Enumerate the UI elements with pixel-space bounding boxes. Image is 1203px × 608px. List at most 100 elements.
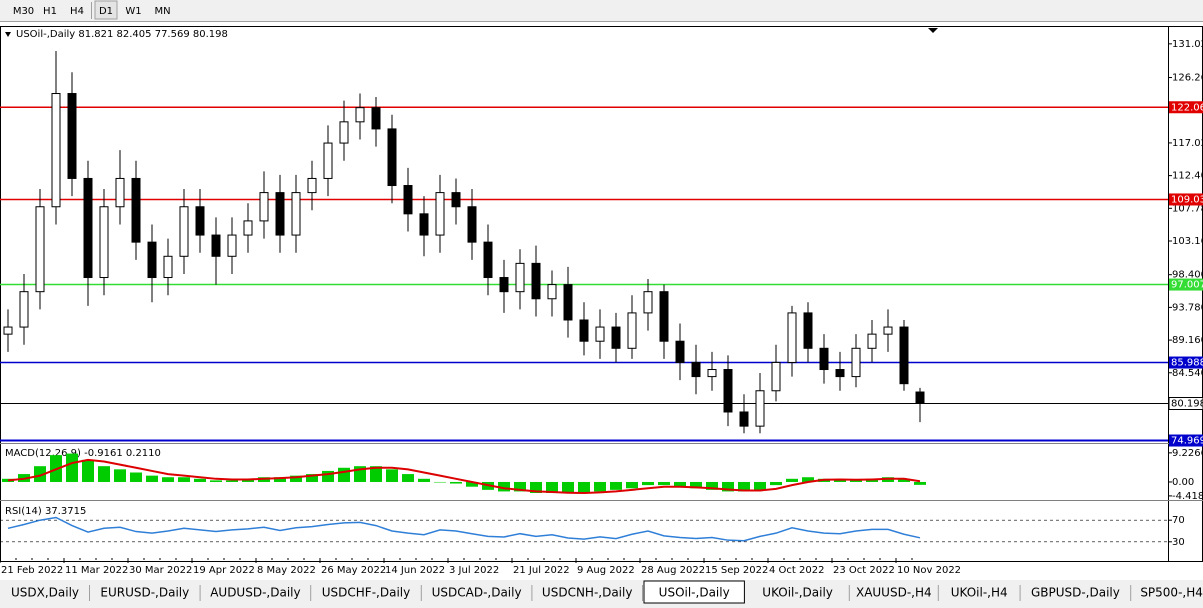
y-tick-label: 70 [1172,515,1185,526]
tab[interactable]: USDCAD-,Daily [422,583,533,602]
button-label[interactable]: W1 [125,6,141,17]
candle-body [627,312,637,349]
tab-label[interactable]: SP500-,H4 [1140,586,1203,600]
y-tick-label: 9.2266 [1172,448,1203,459]
tab-label[interactable]: GBPUSD-,Daily [1031,586,1120,600]
tab-label[interactable]: AUDUSD-,Daily [210,586,300,600]
tab-frame[interactable] [1132,583,1203,602]
y-tick-label: 117.020 [1172,138,1203,149]
timeframe-button[interactable]: H4 [64,1,90,19]
candle-body [3,326,13,335]
y-tick-label: 126.260 [1172,73,1203,84]
tab-frame[interactable] [643,580,745,604]
candle-body [275,192,285,236]
button-frame[interactable] [94,0,118,20]
x-tick-label: 21 Jul 2022 [513,565,570,576]
candle-body [787,312,797,363]
tab[interactable]: EURUSD-,Daily [91,583,201,602]
timeframe-button[interactable]: W1 [121,1,146,19]
panel-title: USOil-,Daily 81.821 82.405 77.569 80.198 [16,29,228,40]
tab-frame[interactable] [939,583,1019,602]
timeframe-button[interactable]: D1 [94,0,118,20]
y-tick-label: 30 [1172,537,1185,548]
tab-label[interactable]: UKOil-,Daily [762,586,833,600]
tab-frame[interactable] [422,583,531,602]
button-frame[interactable] [11,1,36,19]
macd-bar [210,480,222,482]
tab[interactable]: GBPUSD-,Daily [1021,583,1132,602]
tab-frame[interactable] [533,583,641,602]
tab-frame[interactable] [1021,583,1130,602]
tab[interactable]: UKOil-,Daily [747,583,850,602]
button-frame[interactable] [121,1,146,19]
macd-bar [162,477,174,482]
button-frame[interactable] [64,1,90,19]
button-label[interactable]: H1 [43,6,57,17]
candle-body [595,326,605,342]
macd-bar [578,481,590,494]
tab[interactable]: UKOil-,H4 [939,583,1021,602]
macd-bar [434,481,446,483]
level-label-box [1169,193,1203,206]
tab[interactable]: USDX,Daily [2,583,90,602]
timeframe-button[interactable]: MN [150,1,175,19]
candle-body [387,128,397,187]
button-label[interactable]: D1 [99,6,113,17]
macd-bar [386,469,398,482]
candle-body [419,213,429,236]
tab-frame[interactable] [201,583,310,602]
tab-label[interactable]: USOil-,Daily [659,586,730,600]
candle-body [755,390,765,427]
macd-bar [690,481,702,489]
tab[interactable]: USOil-,Daily [643,580,745,604]
y-tick-label: 103.160 [1172,236,1203,247]
tab[interactable]: USDCNH-,Daily [533,583,643,602]
candle-body [531,262,541,300]
tab-label[interactable]: USDCNH-,Daily [542,586,633,600]
tab[interactable]: USDCHF-,Daily [312,583,422,602]
macd-bar [34,466,46,482]
x-tick-label: 28 Aug 2022 [641,565,705,576]
y-tick-label: 93.780 [1172,302,1203,313]
tab[interactable]: SP500-,H4 [1132,583,1203,602]
level-label: 97.007 [1171,280,1203,291]
candle-body [803,312,813,349]
tab-frame[interactable] [2,583,88,602]
y-tick-label: 84.540 [1172,368,1203,379]
tab-label[interactable]: UKOil-,H4 [951,586,1008,600]
tab-label[interactable]: USDCAD-,Daily [432,586,522,600]
tab[interactable]: AUDUSD-,Daily [201,583,312,602]
timeframe-button[interactable]: H1 [39,1,61,19]
macd-bar [130,472,142,482]
tab-label[interactable]: EURUSD-,Daily [100,586,189,600]
tab-label[interactable]: USDCHF-,Daily [322,586,410,600]
button-frame[interactable] [150,1,175,19]
panel-title: MACD(12,26,9) -0.9161 0.2110 [5,448,161,459]
candle-body [835,369,845,378]
candle-body [563,284,573,321]
candle-body [371,107,381,130]
button-frame[interactable] [39,1,61,19]
candle-body [547,284,557,300]
tab-frame[interactable] [312,583,420,602]
candle-body [435,192,445,236]
tab-frame[interactable] [850,583,937,602]
timeframe-button[interactable]: M30 [11,1,36,19]
candle-body [35,206,45,293]
button-label[interactable]: MN [154,6,170,17]
tab[interactable]: XAUUSD-,H4 [850,583,939,602]
macd-bar [802,477,814,482]
tab-frame[interactable] [747,583,848,602]
button-label[interactable]: M30 [13,6,34,17]
macd-bar [450,481,462,484]
tab-label[interactable]: XAUUSD-,H4 [856,586,932,600]
button-label[interactable]: H4 [70,6,84,17]
candle-body [355,107,365,123]
candle-body [131,177,141,243]
macd-bar [66,453,78,482]
x-tick-label: 8 May 2022 [257,565,316,576]
macd-bar [114,469,126,482]
tab-label[interactable]: USDX,Daily [11,586,79,600]
tab-frame[interactable] [91,583,199,602]
